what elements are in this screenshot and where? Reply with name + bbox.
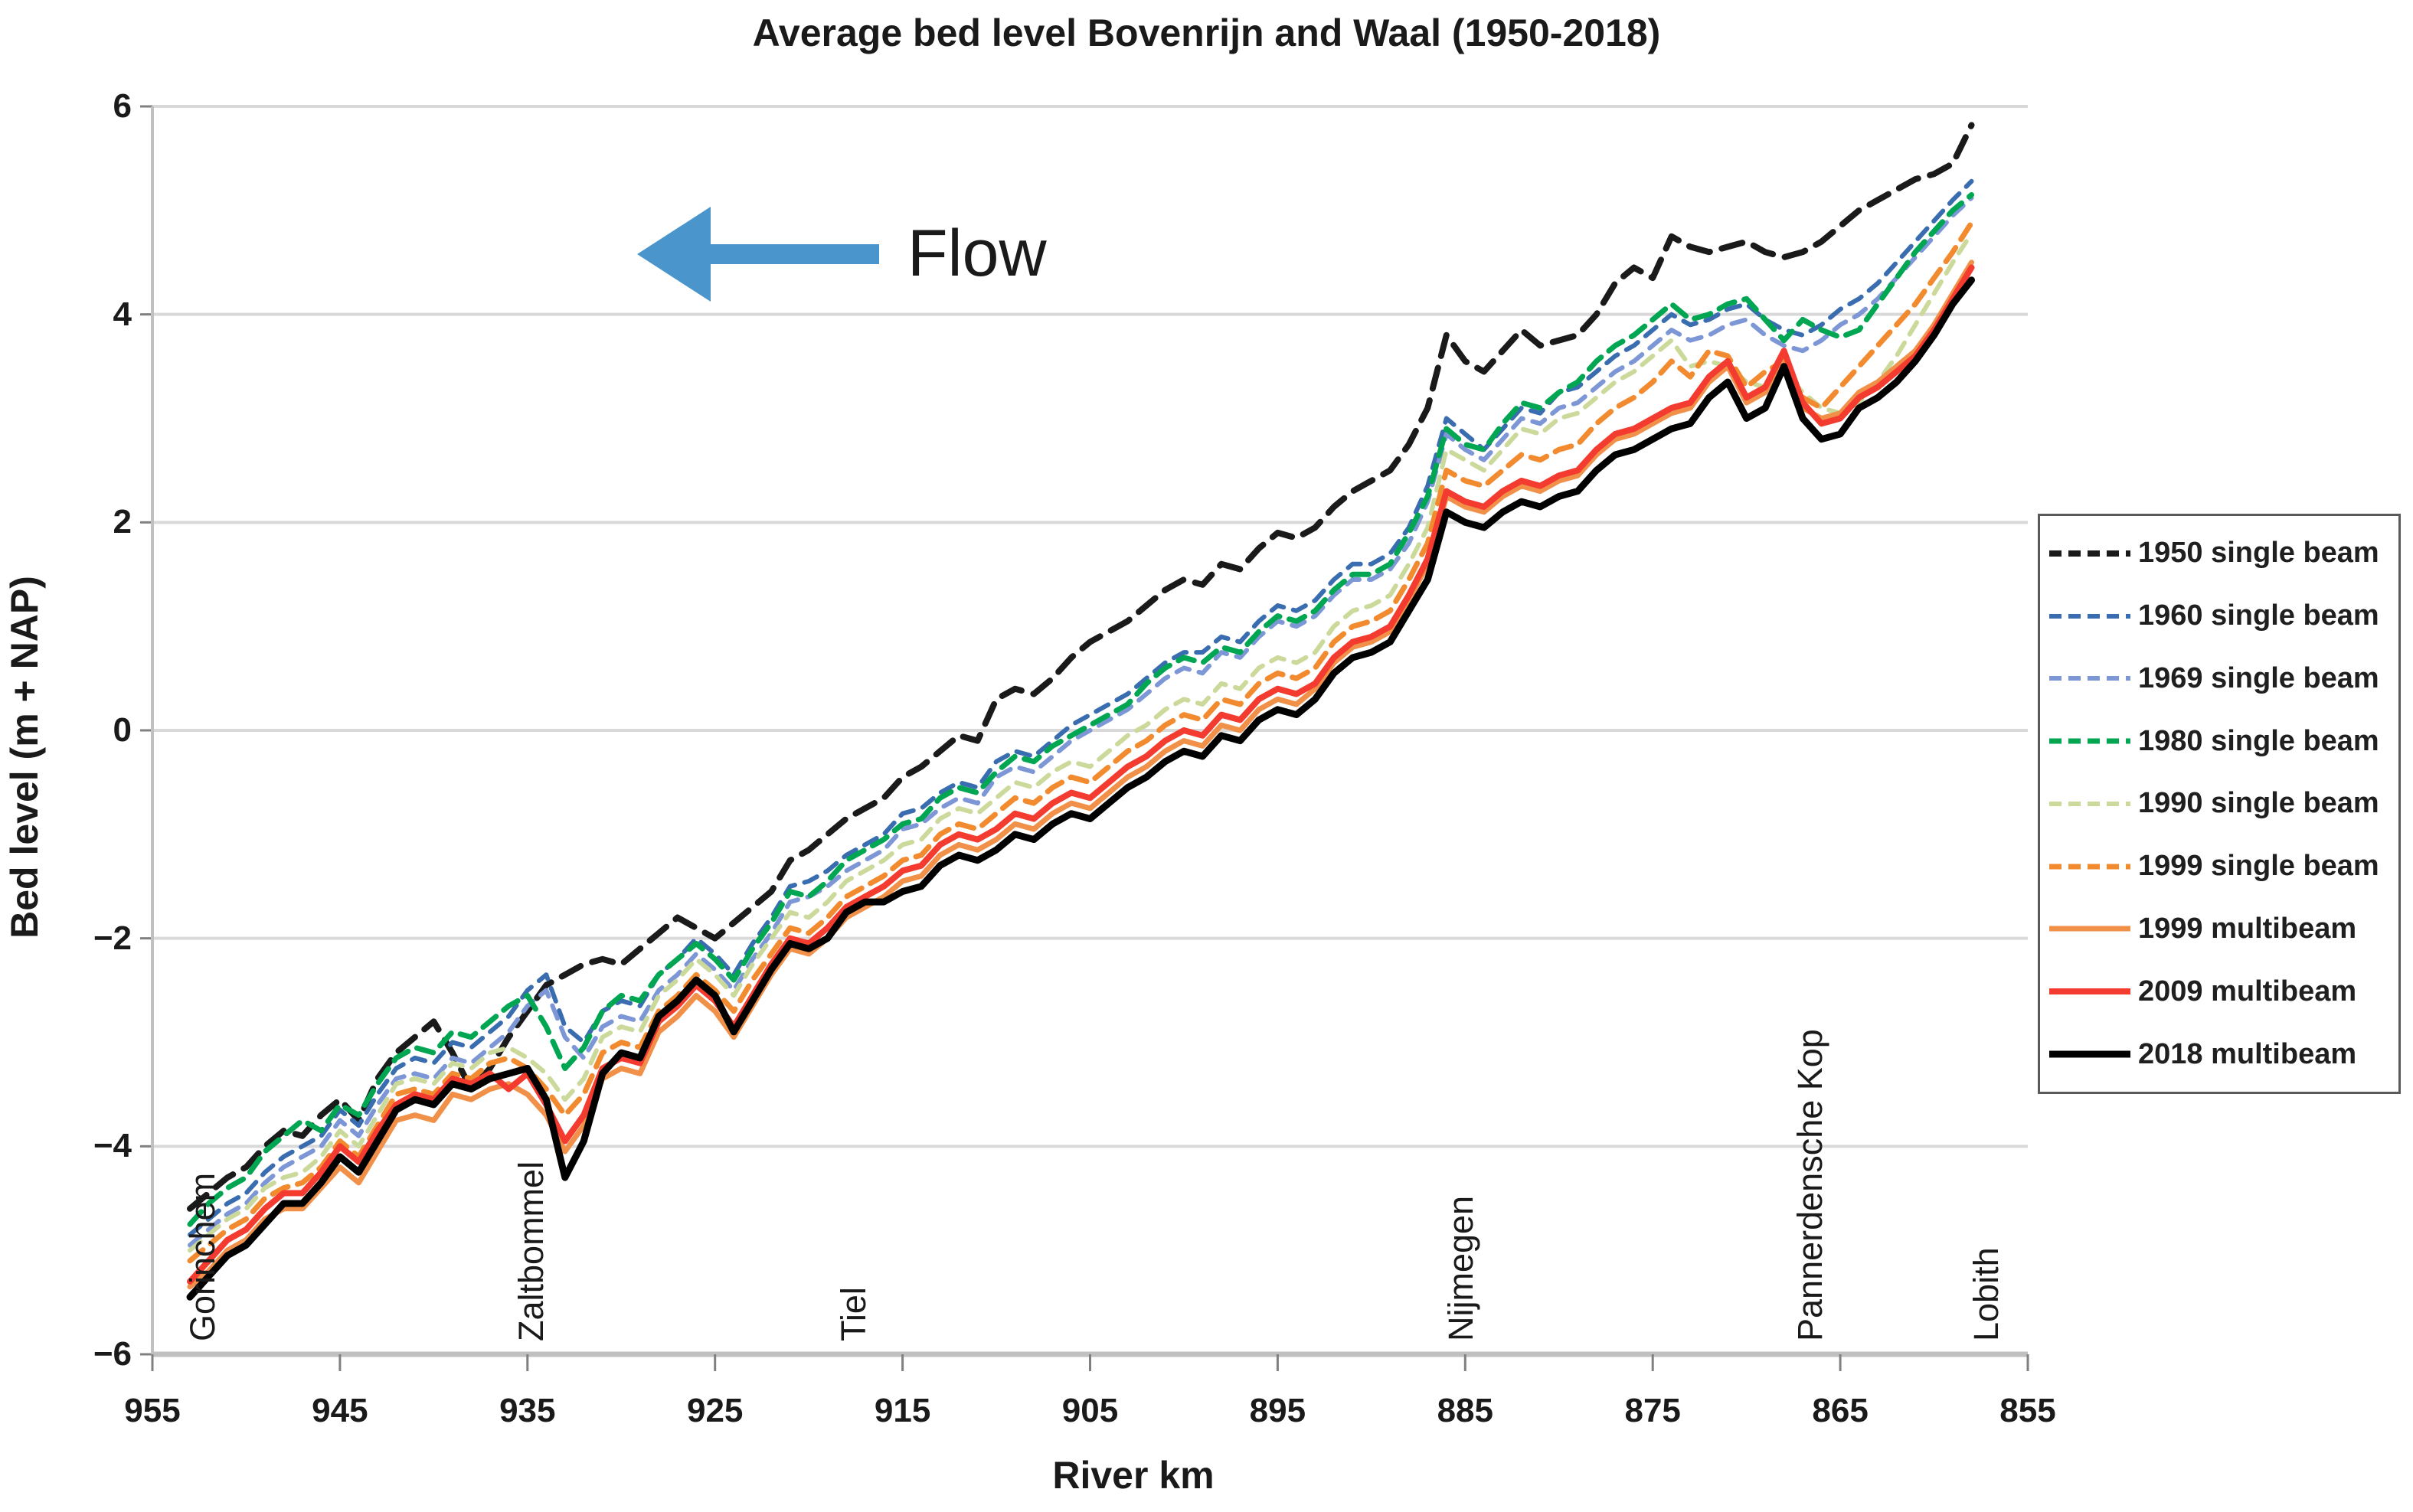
chart-title: Average bed level Bovenrijn and Waal (19… [752,11,1661,54]
legend-entry-label: 1980 single beam [2138,724,2379,757]
x-tick-label: 935 [499,1392,556,1429]
legend-entry: 1950 single beam [2048,524,2391,583]
station-label: Tiel [833,1287,873,1341]
series-line [187,264,1975,1285]
station-label: Pannerdensche Kop [1790,1029,1829,1341]
series-line [187,192,1974,1227]
station-label: Gorinchem [183,1172,223,1341]
legend-line-sample-icon [2049,801,2130,806]
legend-entry-label: 1990 single beam [2138,787,2379,820]
y-tick-label: −6 [93,1335,132,1373]
flow-arrow-icon [637,207,879,302]
legend-entry: 1960 single beam [2048,586,2391,646]
legend-line-sample-icon [2049,926,2130,932]
series-line [187,260,1974,1290]
legend-entry-label: 2009 multibeam [2138,975,2357,1007]
legend-entry-label: 2018 multibeam [2138,1037,2357,1070]
legend-entry: 2009 multibeam [2048,962,2391,1021]
legend-line-sample-icon [2049,613,2130,619]
y-tick-label: 4 [113,295,132,333]
legend-entry: 1969 single beam [2048,648,2391,708]
x-tick-label: 885 [1437,1392,1493,1429]
legend-line-sample-icon [2049,864,2130,870]
x-tick-label: 955 [124,1392,181,1429]
y-tick-label: 0 [113,711,132,749]
x-tick-label: 895 [1249,1392,1306,1429]
series-line [187,122,1975,1212]
legend-entry-label: 1999 single beam [2138,850,2379,883]
station-label: Lobith [1967,1247,2006,1341]
x-tick-label: 875 [1624,1392,1681,1429]
legend-line-sample-icon [2049,676,2130,681]
y-tick-label: −2 [93,919,132,957]
x-tick-label: 905 [1061,1392,1119,1429]
x-axis-title: River km [1052,1454,1215,1497]
legend-entry: 1999 multibeam [2048,899,2391,958]
legend-entry: 2018 multibeam [2048,1024,2391,1084]
legend-line-sample-icon [2049,550,2130,557]
legend-entry-label: 1950 single beam [2138,537,2379,570]
y-tick-label: 6 [113,87,132,125]
gridlines [140,105,2029,1371]
legend-line-sample-icon [2049,1050,2130,1058]
series-line [188,230,1974,1253]
data-series-lines [186,122,1975,1301]
legend-line-sample-icon [2049,988,2130,995]
x-tick-label: 925 [686,1392,744,1429]
legend-entry: 1990 single beam [2048,774,2391,834]
legend-box: 1950 single beam 1960 single beam 1969 sin… [2038,514,2401,1094]
legend-line-sample-icon [2049,738,2130,744]
series-line [186,276,1975,1301]
y-tick-label: −4 [93,1127,132,1165]
legend-entry: 1999 single beam [2048,837,2391,896]
station-label: Zaltbommel [511,1161,551,1341]
legend-entry: 1980 single beam [2048,711,2391,771]
x-tick-label: 855 [1999,1392,2056,1429]
x-tick-label: 945 [312,1392,368,1429]
series-line [188,178,1974,1237]
station-label: Nijmegen [1441,1195,1481,1341]
legend-entry-label: 1960 single beam [2138,599,2379,632]
legend-entry-label: 1969 single beam [2138,661,2379,694]
y-tick-label: 2 [113,503,132,541]
flow-annotation-label: Flow [907,217,1047,290]
series-line [188,195,1974,1248]
x-tick-label: 865 [1812,1392,1869,1429]
series-line [187,220,1974,1264]
x-tick-label: 915 [874,1392,931,1429]
legend-entry-label: 1999 multibeam [2138,912,2357,945]
